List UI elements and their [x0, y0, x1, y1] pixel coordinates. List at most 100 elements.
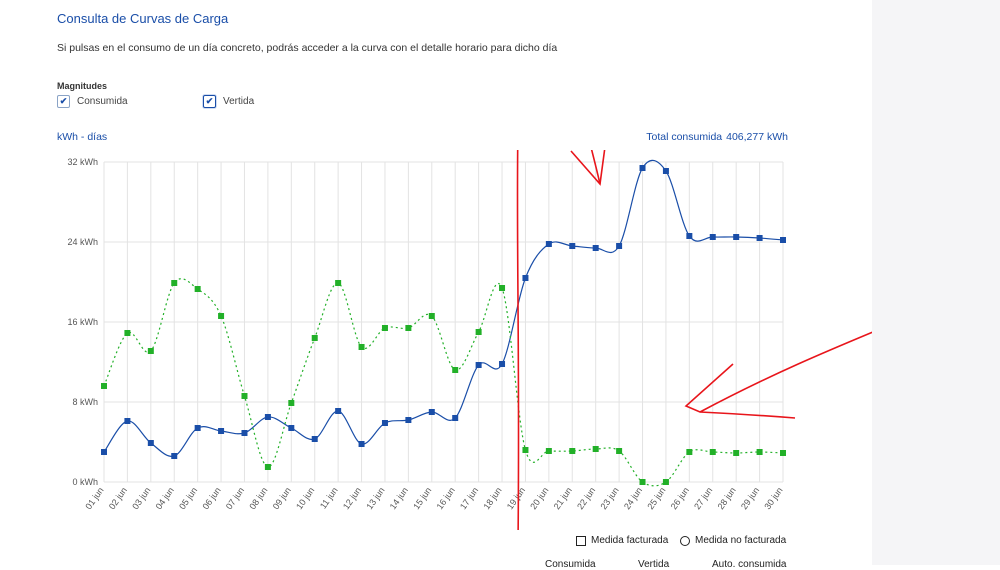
- x-tick-label: 15 jun: [411, 485, 433, 511]
- data-point-vertida: [241, 393, 248, 399]
- data-point-consumida: [709, 234, 716, 240]
- x-tick-label: 16 jun: [435, 485, 457, 511]
- legend-no-facturada-label: Medida no facturada: [695, 535, 787, 546]
- data-point-vertida: [522, 447, 529, 453]
- x-tick-label: 30 jun: [762, 485, 784, 511]
- data-point-consumida: [101, 449, 107, 455]
- data-point-vertida: [733, 450, 740, 456]
- data-point-consumida: [381, 420, 388, 426]
- data-point-consumida: [288, 425, 295, 431]
- data-point-consumida: [147, 440, 154, 446]
- page-subtitle: Si pulsas en el consumo de un día concre…: [57, 42, 558, 54]
- annotation-vertical-line: [516, 150, 520, 530]
- data-point-vertida: [147, 348, 154, 354]
- annotation-arrow-right: [699, 331, 872, 413]
- x-tick-label: 27 jun: [692, 485, 714, 511]
- units-label: kWh - días: [57, 131, 108, 143]
- square-icon: [576, 535, 586, 546]
- data-point-consumida: [639, 165, 646, 171]
- check-icon: ✔: [57, 95, 70, 108]
- series-line-vertida: [103, 278, 784, 487]
- x-tick-label: 24 jun: [622, 485, 644, 511]
- y-tick-label: 32 kWh: [67, 157, 98, 167]
- data-point-vertida: [288, 400, 295, 406]
- data-point-vertida: [452, 367, 459, 373]
- data-point-vertida: [124, 330, 131, 336]
- data-point-vertida: [662, 479, 669, 485]
- data-point-vertida: [311, 335, 318, 341]
- data-point-vertida: [616, 448, 623, 454]
- x-tick-label: 28 jun: [716, 485, 738, 511]
- series-line-consumida: [103, 159, 784, 457]
- data-point-vertida: [335, 280, 342, 286]
- data-point-consumida: [358, 441, 365, 447]
- vertida-checkbox[interactable]: ✔ Vertida: [203, 95, 254, 108]
- data-point-vertida: [639, 479, 646, 485]
- data-point-consumida: [405, 417, 412, 423]
- x-tick-label: 06 jun: [200, 485, 222, 511]
- data-point-vertida: [194, 286, 201, 292]
- data-point-consumida: [264, 414, 271, 420]
- data-point-vertida: [756, 449, 763, 455]
- x-tick-label: 02 jun: [107, 485, 129, 511]
- data-point-vertida: [405, 325, 412, 331]
- annotation-arrowhead-top: [570, 150, 606, 186]
- consumida-checkbox[interactable]: ✔ Consumida: [57, 95, 128, 108]
- x-tick-label: 14 jun: [388, 485, 410, 511]
- data-point-consumida: [241, 430, 248, 436]
- total-label: Total consumida: [646, 131, 723, 143]
- vertida-checkbox-label: Vertida: [223, 96, 255, 107]
- legend-medida-facturada[interactable]: Medida facturada: [576, 535, 668, 546]
- check-icon: ✔: [203, 95, 216, 108]
- x-tick-label: 12 jun: [341, 485, 363, 511]
- x-tick-label: 19 jun: [505, 485, 527, 511]
- data-point-consumida: [569, 243, 576, 249]
- legend-medida-no-facturada[interactable]: Medida no facturada: [680, 535, 786, 546]
- data-point-vertida: [101, 383, 107, 389]
- data-point-consumida: [499, 361, 506, 367]
- x-tick-label: 23 jun: [598, 485, 620, 511]
- data-point-consumida: [171, 453, 178, 459]
- data-point-vertida: [545, 448, 552, 454]
- x-tick-label: 05 jun: [177, 485, 199, 511]
- page-title: Consulta de Curvas de Carga: [57, 11, 229, 26]
- x-tick-label: 13 jun: [364, 485, 386, 511]
- x-tick-label: 09 jun: [271, 485, 293, 511]
- data-point-consumida: [545, 241, 552, 247]
- x-tick-label: 20 jun: [528, 485, 550, 511]
- total-value: 406,277 kWh: [726, 131, 788, 143]
- data-point-vertida: [381, 325, 388, 331]
- legend-facturada-label: Medida facturada: [591, 535, 669, 546]
- magnitudes-label: Magnitudes: [57, 81, 108, 91]
- y-tick-label: 16 kWh: [67, 317, 98, 327]
- x-tick-label: 01 jun: [83, 485, 105, 511]
- data-point-consumida: [124, 418, 131, 424]
- data-point-vertida: [709, 449, 716, 455]
- data-point-consumida: [218, 428, 225, 434]
- x-tick-label: 08 jun: [247, 485, 269, 511]
- total-consumida: Total consumida 406,277 kWh: [646, 131, 788, 143]
- data-point-vertida: [358, 344, 365, 350]
- x-tick-label: 10 jun: [294, 485, 316, 511]
- load-curve-chart: 0 kWh 8 kWh 16 kWh 24 kWh 32 kWh 01 jun 02 jun…: [67, 150, 872, 530]
- data-point-consumida: [616, 243, 623, 249]
- x-tick-label: 22 jun: [575, 485, 597, 511]
- side-panel: [872, 0, 1000, 565]
- data-point-consumida: [428, 409, 435, 415]
- x-tick-label: 18 jun: [481, 485, 503, 511]
- y-tick-label: 24 kWh: [67, 237, 98, 247]
- data-point-consumida: [522, 275, 529, 281]
- data-point-consumida: [475, 362, 482, 368]
- data-point-vertida: [592, 446, 599, 452]
- data-point-vertida: [218, 313, 225, 319]
- x-tick-label: 03 jun: [130, 485, 152, 511]
- data-point-vertida: [428, 313, 435, 319]
- x-tick-label: 26 jun: [669, 485, 691, 511]
- consumida-checkbox-label: Consumida: [77, 96, 128, 107]
- data-point-consumida: [194, 425, 201, 431]
- data-point-consumida: [452, 415, 459, 421]
- data-point-vertida: [171, 280, 178, 286]
- data-point-consumida: [756, 235, 763, 241]
- data-point-consumida: [733, 234, 740, 240]
- annotation-arrow-top: [590, 150, 601, 185]
